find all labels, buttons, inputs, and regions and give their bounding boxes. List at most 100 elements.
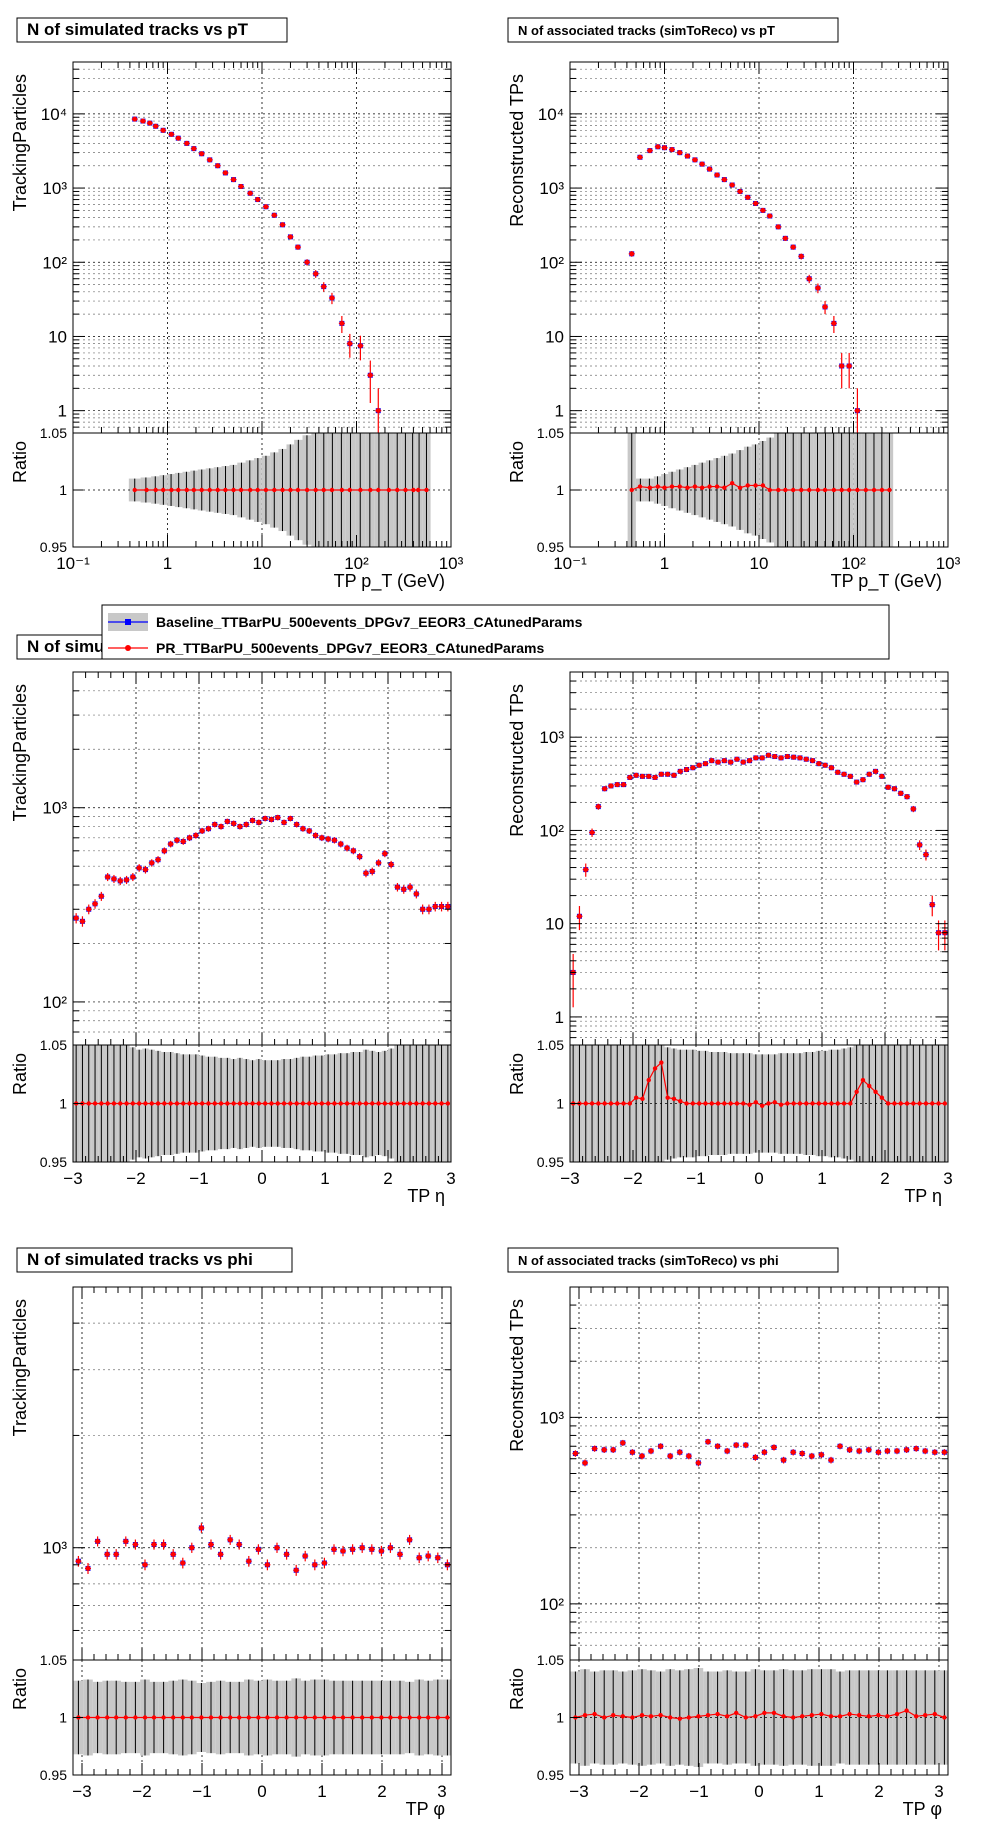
pr-point xyxy=(904,1447,910,1453)
pr-point xyxy=(312,1562,318,1568)
pr-point xyxy=(124,877,130,883)
pr-point xyxy=(692,157,698,163)
legend-label: Baseline_TTBarPU_500events_DPGv7_EEOR3_C… xyxy=(156,614,583,630)
pr-point xyxy=(592,1446,598,1452)
y-tick-label: 10³ xyxy=(42,1539,67,1558)
legend-marker-circle xyxy=(125,645,131,651)
pr-point xyxy=(243,821,249,827)
ratio-y-axis-label: Ratio xyxy=(10,1053,30,1095)
x-tick-label: 2 xyxy=(383,1169,392,1188)
pr-point xyxy=(123,1538,129,1544)
pr-point xyxy=(250,817,256,823)
x-tick-label: 2 xyxy=(377,1782,386,1801)
pr-point xyxy=(866,771,872,777)
pr-point xyxy=(191,146,197,152)
chart-assoc_phi: N of associated tracks (simToReco) vs ph… xyxy=(507,1247,949,1819)
pr-point xyxy=(854,779,860,785)
pr-point xyxy=(841,771,847,777)
y-axis-label: Reconstructed TPs xyxy=(507,684,527,837)
pr-point xyxy=(445,904,451,910)
pr-point xyxy=(922,1448,928,1454)
title-box xyxy=(16,17,288,43)
y-tick-label: 10³ xyxy=(539,728,564,747)
pr-point xyxy=(199,828,205,834)
pr-point xyxy=(86,906,92,912)
pr-point xyxy=(733,1442,739,1448)
pr-point xyxy=(715,1443,721,1449)
pr-point xyxy=(376,860,382,866)
ratio-line xyxy=(573,1061,945,1107)
pr-point xyxy=(778,755,784,761)
x-tick-label: 1 xyxy=(320,1169,329,1188)
pr-point xyxy=(898,790,904,796)
y-tick-label: 1 xyxy=(58,402,67,421)
x-tick-label: 1 xyxy=(317,1782,326,1801)
pr-point xyxy=(161,848,167,854)
pr-point xyxy=(313,271,319,277)
pr-point xyxy=(378,1548,384,1554)
pr-point xyxy=(671,772,677,778)
ratio-y-axis-label: Ratio xyxy=(10,441,30,483)
pr-point xyxy=(837,1443,843,1449)
pr-point xyxy=(113,1551,119,1557)
pr-point xyxy=(721,177,727,183)
x-tick-label: −1 xyxy=(686,1169,705,1188)
ratio-y-tick-label: 0.95 xyxy=(537,1154,564,1170)
pr-point xyxy=(420,906,426,912)
pr-point xyxy=(583,867,589,873)
pr-point xyxy=(714,172,720,178)
pr-point xyxy=(709,758,715,764)
pr-point xyxy=(627,774,633,780)
pr-point xyxy=(224,818,230,824)
y-axis-label: Reconstructed TPs xyxy=(507,1299,527,1452)
pr-point xyxy=(413,891,419,897)
pr-point xyxy=(153,123,159,129)
pr-point xyxy=(218,824,224,830)
pr-point xyxy=(432,904,438,910)
pr-point xyxy=(702,761,708,767)
pr-point xyxy=(255,197,261,203)
pr-point xyxy=(828,765,834,771)
title-box xyxy=(16,1247,293,1273)
x-tick-label: 0 xyxy=(257,1169,266,1188)
pr-point xyxy=(75,1558,81,1564)
ratio-y-tick-label: 1 xyxy=(59,1096,67,1112)
pr-point xyxy=(426,906,432,912)
pr-point xyxy=(435,1555,441,1561)
x-tick-label: −3 xyxy=(569,1782,588,1801)
ratio-line xyxy=(575,1709,945,1720)
pr-point xyxy=(582,1460,588,1466)
x-axis-label: TP η xyxy=(904,1186,942,1206)
pr-point xyxy=(321,1560,327,1566)
pr-point xyxy=(904,794,910,800)
ratio-y-tick-label: 1.05 xyxy=(40,1652,67,1668)
pr-point xyxy=(797,755,803,761)
pr-point xyxy=(136,865,142,871)
x-tick-label: 1 xyxy=(660,554,669,573)
x-tick-label: 10² xyxy=(344,554,369,573)
pr-point xyxy=(759,755,765,761)
pr-point xyxy=(325,836,331,842)
pr-point xyxy=(818,1452,824,1458)
legend-box xyxy=(101,604,890,660)
pr-point xyxy=(790,1449,796,1455)
pr-point xyxy=(339,320,345,326)
ratio-y-tick-label: 1.05 xyxy=(537,1037,564,1053)
pr-point xyxy=(639,1453,645,1459)
ratio-y-tick-label: 0.95 xyxy=(40,1767,67,1783)
chart-assoc_eta: 1 10 10² 10³ 0.95 1 1.05 −3 −2 −1 0 1 2 3TP η Reconstr… xyxy=(507,671,953,1206)
pr-point xyxy=(846,363,852,369)
pr-point xyxy=(407,884,413,890)
pr-point xyxy=(790,244,796,250)
pr-point xyxy=(151,1542,157,1548)
pr-point xyxy=(295,244,301,250)
pr-point xyxy=(168,131,174,137)
pr-point xyxy=(765,752,771,758)
pr-point xyxy=(839,363,845,369)
pr-point xyxy=(856,1448,862,1454)
pr-point xyxy=(913,1446,919,1452)
x-tick-label: 2 xyxy=(874,1782,883,1801)
ratio-y-tick-label: 1.05 xyxy=(537,1652,564,1668)
pr-point xyxy=(281,819,287,825)
y-tick-label: 10² xyxy=(539,821,564,840)
